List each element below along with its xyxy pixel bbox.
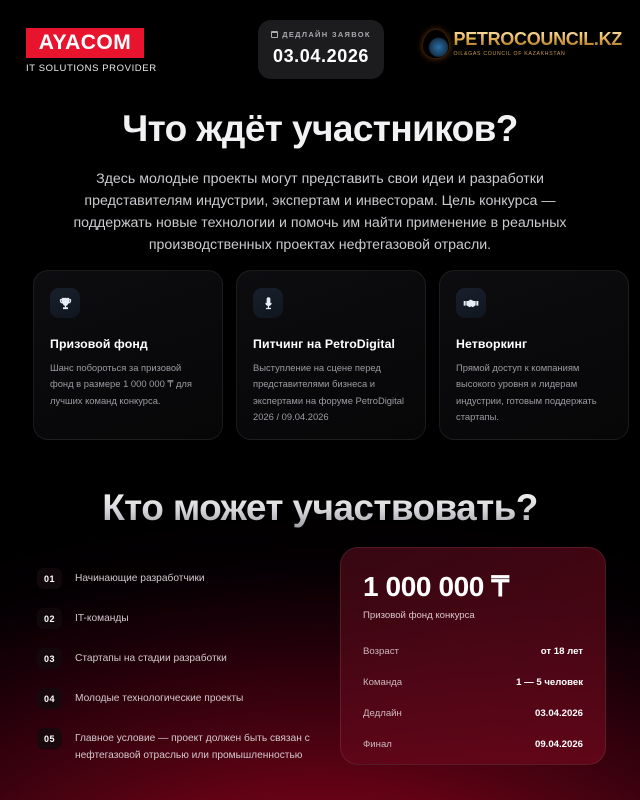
feature-card: Призовой фонд Шанс побороться за призово… bbox=[33, 270, 223, 440]
criteria-list: 01 Начинающие разработчики 02 IT-команды… bbox=[37, 568, 327, 783]
criteria-item: 03 Стартапы на стадии разработки bbox=[37, 648, 327, 669]
deadline-label: ДЕДЛАЙН ЗАЯВОК bbox=[282, 30, 371, 39]
prize-detail-value: от 18 лет bbox=[540, 646, 583, 657]
handshake-icon bbox=[456, 288, 486, 318]
ayacom-wordmark: AYACOM bbox=[26, 28, 144, 58]
criteria-item: 01 Начинающие разработчики bbox=[37, 568, 327, 589]
criteria-item: 02 IT-команды bbox=[37, 608, 327, 629]
prize-detail-rows: Возраст от 18 лет Команда 1 — 5 человек … bbox=[363, 646, 583, 750]
petrocouncil-wordmark: PETROCOUNCIL.KZ bbox=[453, 29, 623, 50]
prize-detail-value: 03.04.2026 bbox=[534, 708, 583, 719]
criteria-text: Стартапы на стадии разработки bbox=[75, 653, 227, 664]
feature-card: Нетворкинг Прямой доступ к компаниям выс… bbox=[439, 270, 629, 440]
eligibility-title: Кто может участвовать? bbox=[0, 487, 640, 529]
criteria-number: 03 bbox=[37, 648, 62, 669]
feature-card-text: Выступление на сцене перед представителя… bbox=[253, 362, 405, 423]
petrocouncil-text: PETROCOUNCIL.KZ OIL&GAS COUNCIL OF KAZAK… bbox=[454, 30, 623, 57]
prize-summary-card: 1 000 000 ₸ Призовой фонд конкурса Возра… bbox=[340, 547, 606, 765]
feature-card-text: Прямой доступ к компаниям высокого уровн… bbox=[456, 362, 597, 423]
criteria-text: IT-команды bbox=[75, 613, 129, 624]
microphone-icon bbox=[253, 288, 283, 318]
criteria-item: 04 Молодые технологические проекты bbox=[37, 688, 327, 709]
participants-lead: Здесь молодые проекты могут представить … bbox=[73, 171, 567, 253]
criteria-number: 05 bbox=[37, 728, 62, 749]
calendar-icon bbox=[271, 31, 279, 38]
prize-detail-key: Команда bbox=[363, 677, 403, 688]
criteria-item: 05 Главное условие — проект должен быть … bbox=[37, 728, 327, 764]
criteria-text: Главное условие — проект должен быть свя… bbox=[75, 733, 310, 761]
feature-card-title: Питчинг на PetroDigital bbox=[253, 337, 396, 351]
petrocouncil-subtitle: OIL&GAS COUNCIL OF KAZAKHSTAN bbox=[453, 51, 566, 58]
criteria-number: 02 bbox=[37, 608, 62, 629]
prize-detail-row: Возраст от 18 лет bbox=[363, 646, 583, 657]
prize-detail-key: Возраст bbox=[363, 646, 399, 657]
criteria-number: 04 bbox=[37, 688, 62, 709]
criteria-text: Начинающие разработчики bbox=[75, 573, 205, 584]
prize-detail-key: Финал bbox=[363, 739, 392, 750]
feature-card: Питчинг на PetroDigital Выступление на с… bbox=[236, 270, 426, 440]
feature-card-title: Призовой фонд bbox=[50, 337, 148, 351]
feature-cards: Призовой фонд Шанс побороться за призово… bbox=[33, 270, 629, 440]
feature-card-title: Нетворкинг bbox=[456, 337, 528, 351]
criteria-text: Молодые технологические проекты bbox=[75, 693, 244, 704]
prize-detail-row: Команда 1 — 5 человек bbox=[363, 677, 583, 688]
deadline-badge: ДЕДЛАЙН ЗАЯВОК 03.04.2026 bbox=[258, 20, 384, 79]
petrocouncil-logo: PETROCOUNCIL.KZ OIL&GAS COUNCIL OF KAZAK… bbox=[422, 30, 623, 58]
feature-card-text: Шанс побороться за призовой фонд в разме… bbox=[50, 362, 192, 406]
trophy-icon bbox=[50, 288, 80, 318]
deadline-label-row: ДЕДЛАЙН ЗАЯВОК bbox=[258, 30, 384, 39]
ayacom-tagline: IT SOLUTIONS PROVIDER bbox=[26, 63, 157, 74]
prize-detail-value: 1 — 5 человек bbox=[516, 677, 583, 688]
participants-title: Что ждёт участников? bbox=[122, 108, 518, 149]
prize-amount: 1 000 000 ₸ bbox=[363, 571, 509, 602]
flame-gear-icon bbox=[422, 30, 449, 58]
prize-caption: Призовой фонд конкурса bbox=[363, 610, 475, 621]
prize-detail-key: Дедлайн bbox=[363, 708, 402, 719]
prize-detail-value: 09.04.2026 bbox=[534, 739, 583, 750]
prize-detail-row: Дедлайн 03.04.2026 bbox=[363, 708, 583, 719]
prize-detail-row: Финал 09.04.2026 bbox=[363, 739, 583, 750]
deadline-date: 03.04.2026 bbox=[272, 46, 370, 66]
ayacom-logo: AYACOM IT SOLUTIONS PROVIDER bbox=[26, 28, 157, 74]
criteria-number: 01 bbox=[37, 568, 62, 589]
header: AYACOM IT SOLUTIONS PROVIDER ДЕДЛАЙН ЗАЯ… bbox=[0, 0, 640, 100]
